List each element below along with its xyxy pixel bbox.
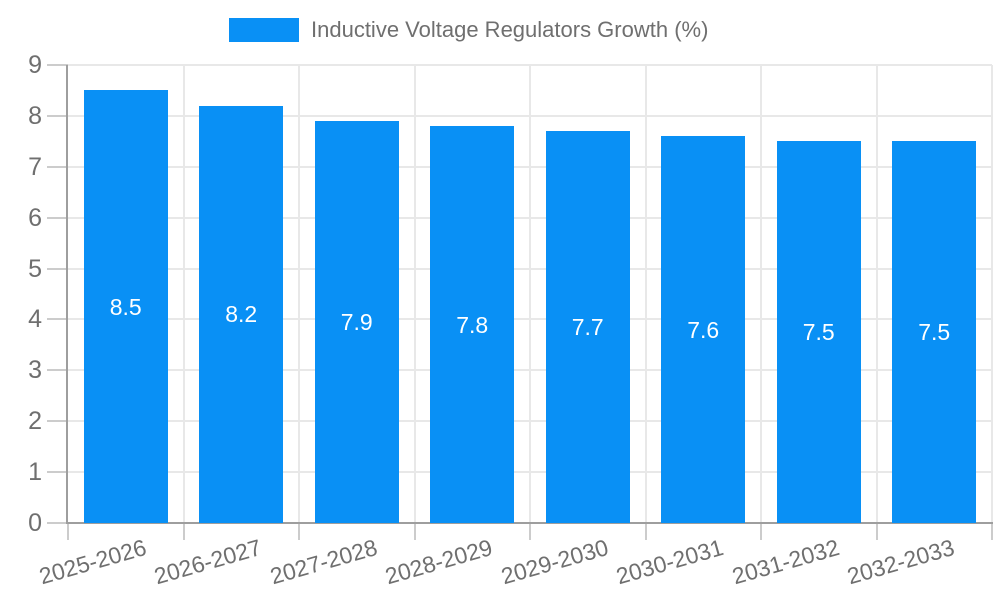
legend: Inductive Voltage Regulators Growth (%) [229,17,708,43]
y-tick-label: 9 [28,51,42,79]
x-tick-label: 2026-2027 [151,534,265,590]
v-gridline [298,65,300,523]
y-tick [47,420,68,423]
y-tick [47,267,68,270]
bar-value-label: 7.7 [571,314,604,341]
bar[interactable] [83,90,168,523]
bar-value-label: 7.5 [802,319,835,346]
v-gridline [529,65,531,523]
v-gridline [991,65,993,523]
y-tick-label: 5 [28,254,42,283]
bar-value-label: 8.2 [225,301,258,328]
legend-label: Inductive Voltage Regulators Growth (%) [311,17,709,42]
y-tick [47,64,68,66]
x-tick [644,523,647,540]
y-tick [47,318,68,321]
y-tick-label: 7 [28,152,42,181]
v-gridline [182,65,185,523]
legend-swatch [229,18,299,42]
bar-value-label: 7.6 [687,316,720,343]
bar[interactable] [545,131,630,523]
x-tick-label: 2027-2028 [267,534,380,590]
y-tick-label: 1 [28,458,42,487]
x-tick [760,523,762,540]
x-tick [182,523,185,540]
v-gridline [760,65,762,523]
v-gridline [644,65,647,523]
v-gridline [875,65,878,523]
bar[interactable] [661,136,746,523]
x-tick [67,523,69,540]
v-gridline [413,65,416,523]
x-tick [298,523,300,540]
y-tick [47,471,68,474]
bar-value-label: 8.5 [109,293,142,320]
x-tick-label: 2030-2031 [613,534,727,590]
bar[interactable] [892,141,977,523]
y-tick [47,216,68,219]
y-tick-label: 4 [28,305,42,334]
bar[interactable] [314,120,399,523]
bar-value-label: 7.8 [456,311,489,338]
x-tick-label: 2032-2033 [844,534,958,590]
x-tick [875,523,878,540]
y-axis-line [66,65,68,523]
y-tick [47,114,68,117]
y-tick-label: 8 [28,101,42,130]
x-tick [529,523,531,540]
x-tick-label: 2031-2032 [729,534,842,590]
x-tick-label: 2025-2026 [36,534,149,590]
y-tick-label: 2 [28,407,42,436]
x-tick [413,523,416,540]
x-tick [991,523,993,540]
y-tick-label: 6 [28,203,42,232]
bar-value-label: 7.5 [918,319,951,346]
y-tick [47,165,68,168]
x-tick-label: 2028-2029 [382,534,496,590]
bar-value-label: 7.9 [340,308,373,335]
bar[interactable] [776,141,861,523]
y-tick [47,369,68,372]
bar[interactable] [430,126,515,523]
y-tick-label: 3 [28,356,42,385]
y-tick-label: 0 [28,509,42,537]
x-axis-line [66,522,993,524]
bar[interactable] [199,105,284,523]
x-tick-label: 2029-2030 [498,534,611,590]
y-tick [47,522,68,524]
